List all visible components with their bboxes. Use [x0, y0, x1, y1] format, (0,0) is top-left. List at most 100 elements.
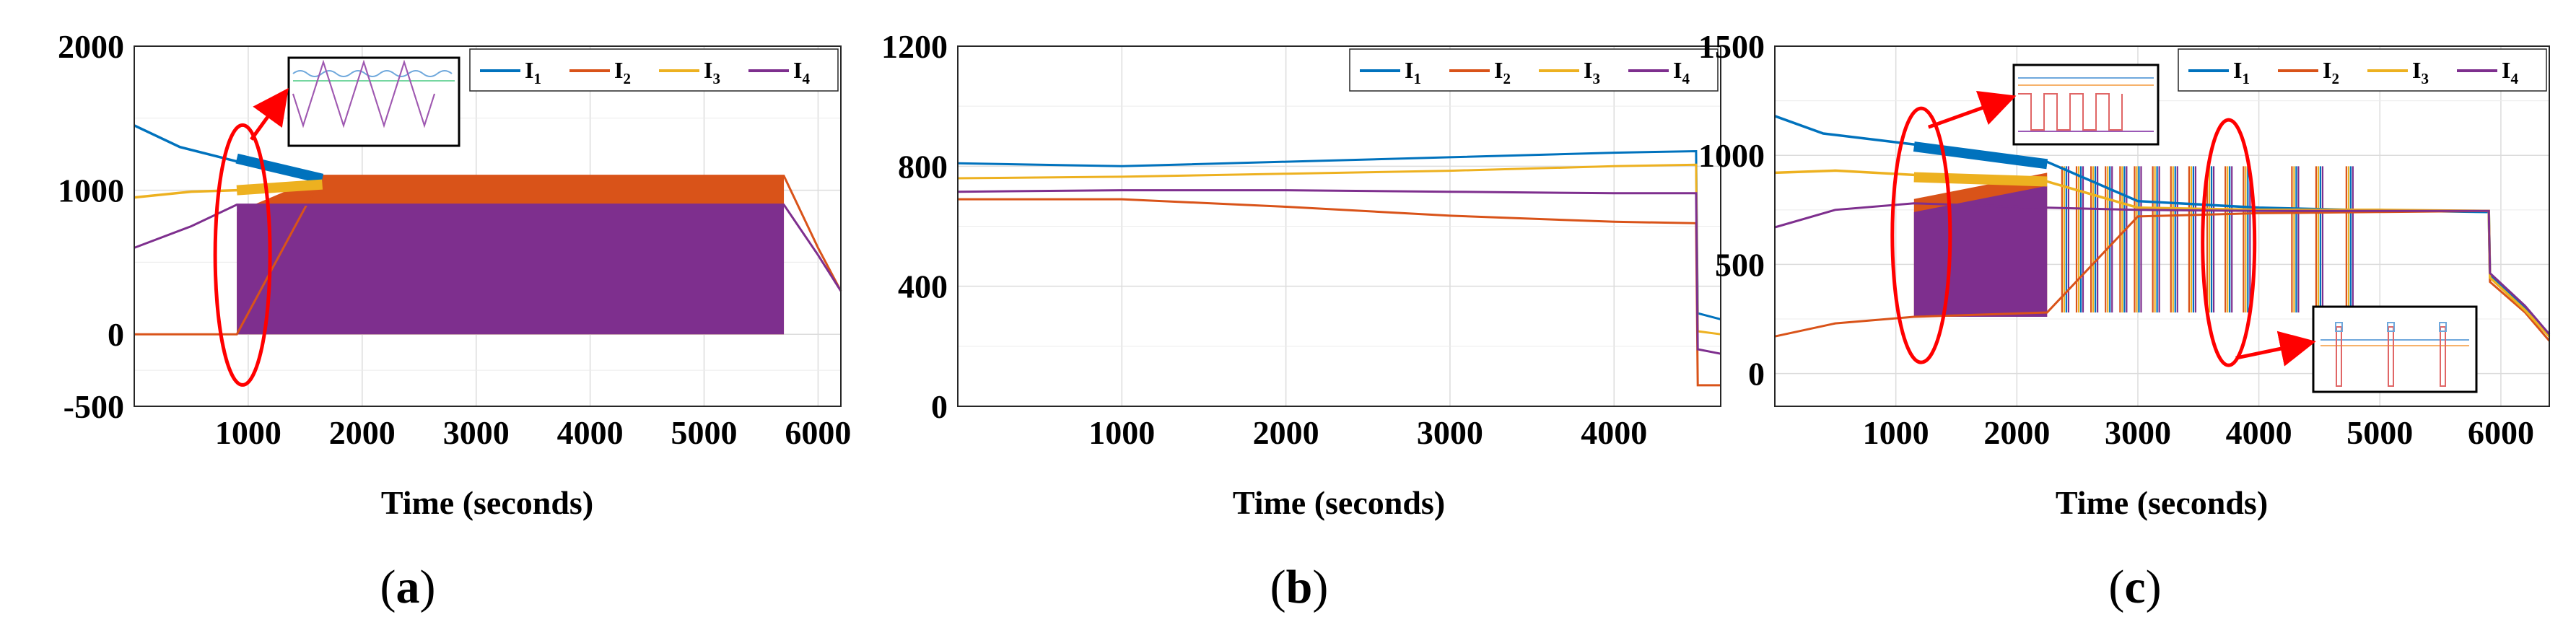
chart-panel-a: 1000 2000 3000 4000 5000 6000 -500 0 1000 2000 Tim… — [58, 28, 851, 613]
inset2-spike-top — [2439, 322, 2447, 332]
x-tick-label: 3000 — [1417, 414, 1483, 451]
legend-label: I2 — [1494, 57, 1511, 87]
legend-label-base: I — [793, 57, 802, 83]
x-tick-label: 4000 — [557, 414, 624, 451]
x-axis-label: Time (seconds) — [1233, 484, 1445, 521]
highlight-ellipse-1 — [1890, 106, 1952, 364]
legend-label: I3 — [1584, 57, 1600, 87]
x-tick-label: 6000 — [2468, 414, 2534, 451]
legend-label-sub: 1 — [1413, 70, 1421, 87]
inset1-wave-i2 — [2018, 93, 2123, 131]
inset2-spike-top — [2387, 322, 2395, 332]
x-tick-label: 3000 — [2105, 414, 2171, 451]
x-tick-label: 1000 — [1863, 414, 1929, 451]
legend-label-base: I — [1494, 57, 1503, 83]
legend-label: I3 — [2412, 57, 2429, 87]
legend-label: I4 — [793, 57, 810, 87]
legend-label-sub: 2 — [1503, 70, 1511, 87]
panel-label: (a) — [380, 561, 436, 613]
x-axis-label: Time (seconds) — [2056, 484, 2268, 521]
y-tick-label: 1200 — [881, 28, 948, 65]
x-tick-label: 4000 — [2226, 414, 2292, 451]
panel-label-open: ( — [380, 561, 396, 613]
legend-label: I2 — [2323, 57, 2339, 87]
inset-arrow-1 — [1927, 90, 2017, 129]
panel-label-close: ) — [420, 561, 436, 613]
legend-label-sub: 2 — [2331, 70, 2339, 87]
legend-label: I2 — [614, 57, 631, 87]
inset-box-1 — [2012, 64, 2160, 146]
legend-label-base: I — [2502, 57, 2510, 83]
y-tick-label: 1500 — [1698, 28, 1765, 65]
y-tick-label: 800 — [898, 148, 948, 185]
x-tick-label: 3000 — [443, 414, 510, 451]
inset2-spike — [2440, 326, 2446, 387]
series-band-i3 — [236, 179, 323, 196]
legend-label-sub: 2 — [623, 70, 631, 87]
x-tick-label: 6000 — [785, 414, 851, 451]
y-tick-label: 0 — [931, 388, 948, 425]
inset-wave-i1 — [292, 70, 453, 77]
fill-band-i4 — [237, 204, 785, 335]
y-tick-label: 1000 — [58, 172, 124, 209]
series-band-i1 — [1913, 141, 2048, 170]
legend-label: I4 — [1673, 57, 1690, 87]
panel-label-close: ) — [1312, 561, 1328, 613]
legend-label: I3 — [704, 57, 720, 87]
inset-arrow-2 — [2235, 331, 2316, 367]
legend-label-sub: 3 — [1592, 70, 1600, 87]
legend-label-sub: 3 — [712, 70, 720, 87]
legend-label-base: I — [704, 57, 712, 83]
series-line-i4 — [134, 204, 842, 292]
panel-label: (c) — [2108, 561, 2161, 613]
inset2-spike — [2336, 326, 2342, 387]
legend-label-base: I — [1405, 57, 1413, 83]
inset-arrow — [250, 87, 289, 141]
chart-panel-c: 1000 2000 3000 4000 5000 6000 0 500 1000 1500 Time… — [1698, 28, 2551, 613]
legend-label: I4 — [2502, 57, 2518, 87]
series-band-i3 — [1913, 172, 2048, 187]
panel-label-close: ) — [2146, 561, 2162, 613]
panel-label-open: ( — [1270, 561, 1286, 613]
legend-label: I1 — [525, 57, 541, 87]
legend-label: I1 — [1405, 57, 1421, 87]
legend-label-sub: 4 — [2510, 70, 2518, 87]
legend-label-base: I — [2323, 57, 2331, 83]
series-line-i4 — [1774, 202, 2551, 336]
legend-label-sub: 1 — [2242, 70, 2250, 87]
y-tick-label: 0 — [108, 316, 124, 353]
y-tick-label: 0 — [1748, 356, 1765, 393]
legend-label-base: I — [2233, 57, 2242, 83]
y-tick-label: 1000 — [1698, 137, 1765, 174]
y-tick-label: 400 — [898, 268, 948, 305]
panel-label: (b) — [1270, 561, 1329, 613]
chart-panel-b: 1000 2000 3000 4000 0 400 800 1200 Time (seconds… — [881, 28, 1721, 613]
highlight-ellipse-2 — [2201, 118, 2257, 367]
series-line-i1 — [1774, 115, 2551, 336]
legend-label-base: I — [1673, 57, 1682, 83]
x-tick-label: 1000 — [215, 414, 281, 451]
inset-box-2 — [2312, 305, 2478, 393]
x-axis-label: Time (seconds) — [381, 484, 593, 521]
y-tick-label: 500 — [1715, 246, 1765, 283]
panel-label-open: ( — [2108, 561, 2124, 613]
x-tick-label: 2000 — [1253, 414, 1319, 451]
legend-label-sub: 1 — [533, 70, 541, 87]
series-line-i2 — [1774, 209, 2551, 342]
x-tick-label: 5000 — [671, 414, 738, 451]
legend-box — [469, 48, 839, 92]
y-tick-label: 2000 — [58, 28, 124, 65]
x-tick-label: 1000 — [1088, 414, 1155, 451]
plot-frame — [134, 45, 842, 407]
panel-label-letter: b — [1286, 561, 1313, 613]
highlight-ellipse — [213, 123, 272, 387]
legend-label-base: I — [2412, 57, 2421, 83]
x-tick-label: 2000 — [329, 414, 396, 451]
inset-box — [287, 56, 460, 147]
inset-wave-i4 — [292, 59, 435, 128]
legend-label-sub: 4 — [1682, 70, 1690, 87]
inset2-spike-top — [2335, 322, 2343, 332]
legend-label-base: I — [614, 57, 623, 83]
x-tick-label: 2000 — [1983, 414, 2050, 451]
